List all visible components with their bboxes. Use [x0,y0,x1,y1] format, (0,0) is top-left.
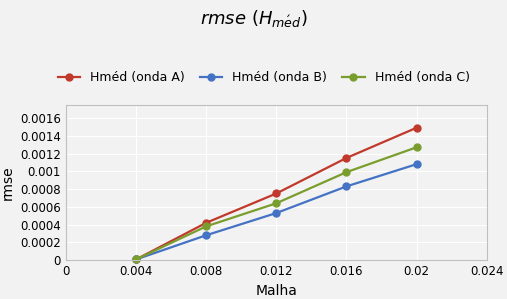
Hméd (onda A) [414,126,420,129]
Hméd (onda B) [273,211,279,215]
Hméd (onda C) [203,225,209,228]
Hméd (onda B) [414,162,420,166]
Y-axis label: rmse: rmse [1,165,15,200]
Hméd (onda C) [414,146,420,149]
Hméd (onda C) [273,202,279,205]
X-axis label: Malha: Malha [256,283,297,298]
Text: $\it{rmse}$ $(H_{\it{m\'{e}d}})$: $\it{rmse}$ $(H_{\it{m\'{e}d}})$ [200,9,307,30]
Legend: Hméd (onda A), Hméd (onda B), Hméd (onda C): Hméd (onda A), Hméd (onda B), Hméd (onda… [53,66,475,89]
Hméd (onda C) [133,258,139,261]
Hméd (onda B) [343,184,349,188]
Line: Hméd (onda C): Hméd (onda C) [132,144,420,263]
Hméd (onda B) [203,234,209,237]
Hméd (onda A) [343,156,349,160]
Line: Hméd (onda B): Hméd (onda B) [132,161,420,263]
Hméd (onda C) [343,170,349,174]
Hméd (onda A) [133,258,139,261]
Hméd (onda B) [133,258,139,261]
Hméd (onda A) [273,192,279,195]
Line: Hméd (onda A): Hméd (onda A) [132,124,420,263]
Hméd (onda A) [203,221,209,225]
